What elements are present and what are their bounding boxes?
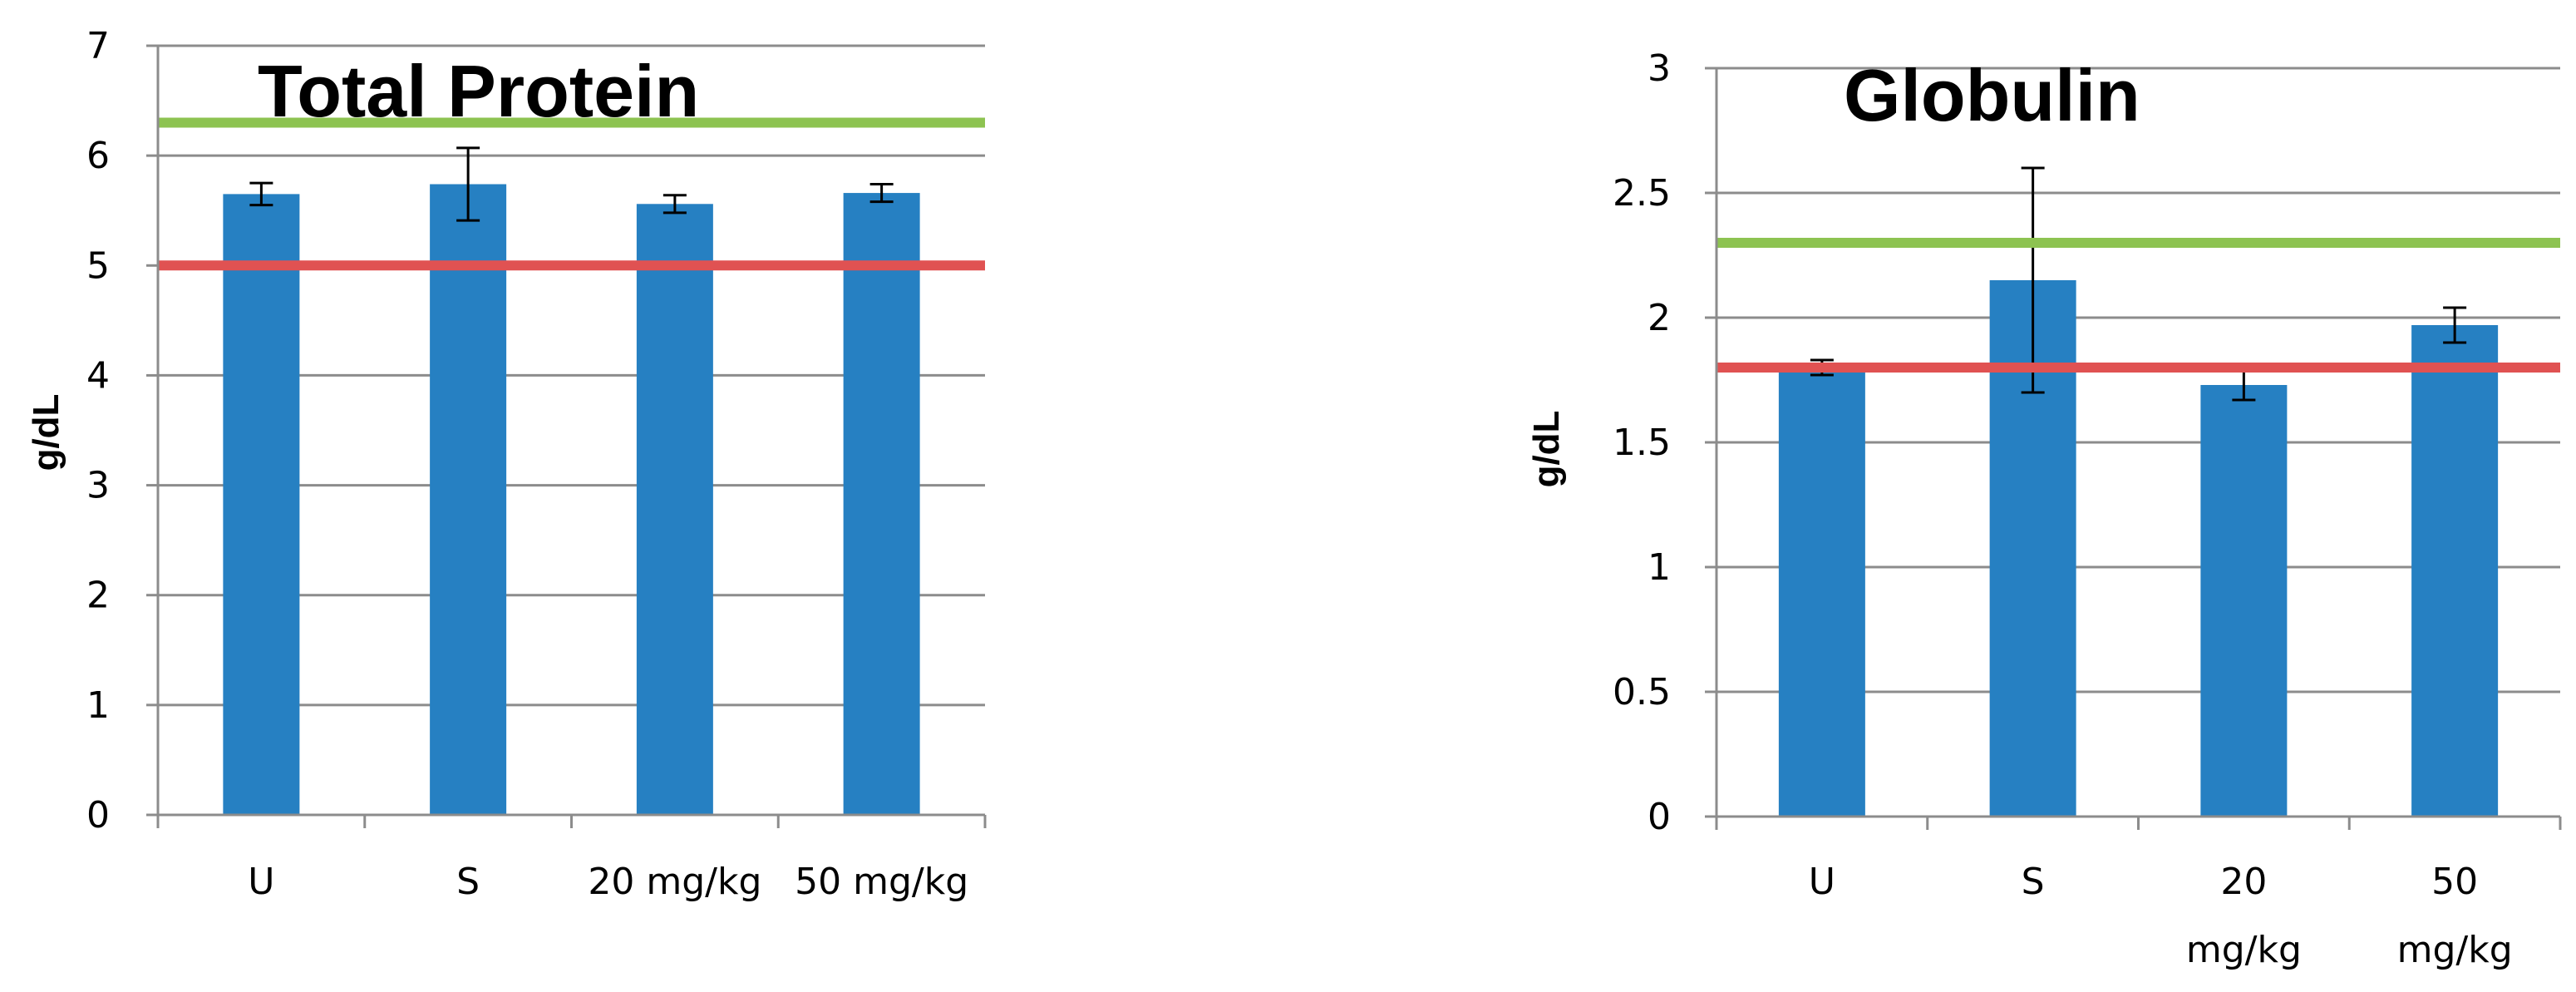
bar-50-mg-kg — [2411, 325, 2499, 817]
bar-s — [430, 184, 507, 815]
bar-20-mg-kg — [2200, 385, 2288, 817]
bar-u — [223, 194, 300, 816]
chart-title: Total Protein — [258, 50, 699, 132]
x-tick-label: mg/kg — [2397, 929, 2513, 971]
x-tick-label: 20 mg/kg — [588, 861, 761, 903]
y-tick-label: 6 — [86, 135, 110, 177]
y-tick-label: 2.5 — [1613, 172, 1671, 215]
x-tick-label: S — [456, 861, 480, 903]
y-tick-label: 4 — [86, 354, 110, 397]
x-tick-label: 50 — [2431, 861, 2478, 903]
y-tick-label: 0.5 — [1613, 671, 1671, 713]
y-tick-label: 7 — [86, 25, 110, 67]
y-tick-label: 0 — [1648, 796, 1671, 838]
x-tick-label: U — [1809, 861, 1835, 903]
x-tick-label: 50 mg/kg — [795, 861, 968, 903]
x-tick-label: S — [2022, 861, 2045, 903]
x-tick-label: U — [248, 861, 274, 903]
y-tick-label: 3 — [86, 465, 110, 507]
y-axis-label: g/dL — [1526, 411, 1567, 488]
y-axis-label: g/dL — [26, 394, 66, 471]
y-tick-label: 1.5 — [1613, 422, 1671, 464]
y-tick-label: 0 — [86, 794, 110, 837]
y-tick-label: 1 — [1648, 546, 1671, 589]
bar-20-mg-kg — [636, 204, 713, 816]
x-tick-label: 20 — [2220, 861, 2267, 903]
bar-50-mg-kg — [843, 193, 920, 816]
x-tick-label: mg/kg — [2186, 929, 2302, 971]
bar-u — [1778, 368, 1865, 817]
total-protein-chart: 0 1 2 3 4 5 6 7 U S 20 mg/kg 50 mg/kg Total Protei… — [26, 25, 987, 903]
y-tick-label: 2 — [86, 575, 110, 617]
y-tick-label: 2 — [1648, 297, 1671, 339]
y-tick-label: 5 — [86, 244, 110, 287]
y-tick-label: 3 — [1648, 47, 1671, 90]
y-tick-label: 1 — [86, 684, 110, 727]
chart-title: Globulin — [1844, 54, 2140, 136]
